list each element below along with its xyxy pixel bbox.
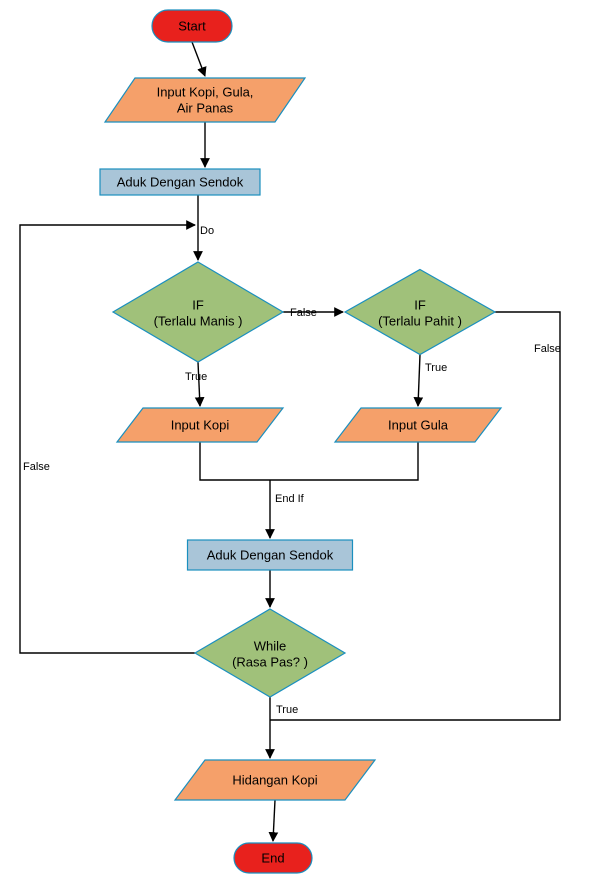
label-false2: False [534,343,561,355]
input1: Input Kopi, Gula,Air Panas [105,78,305,122]
io-kopi-label: Input Kopi [171,417,230,432]
dec2: IF(Terlalu Pahit ) [345,270,495,355]
end: End [234,843,312,873]
start-label: Start [178,18,206,33]
edge-iokopi-merge [200,442,270,480]
label-true3: True [276,704,298,716]
proc1: Aduk Dengan Sendok [100,169,260,195]
label-true1: True [185,371,207,383]
dec3-line1: While [254,638,287,653]
start: Start [152,10,232,42]
dec1-line1: IF [192,297,204,312]
proc2: Aduk Dengan Sendok [188,540,353,570]
dec2-line1: IF [414,297,426,312]
label-endif: End If [275,493,305,505]
label-false1: False [290,307,317,319]
proc1-label: Aduk Dengan Sendok [117,174,244,189]
label-do: Do [200,225,214,237]
dec1: IF(Terlalu Manis ) [113,262,283,362]
io-out-label: Hidangan Kopi [232,772,317,787]
end-label: End [261,850,284,865]
io-gula: Input Gula [335,408,501,442]
dec3-line2: (Rasa Pas? ) [232,654,308,669]
proc2-label: Aduk Dengan Sendok [207,547,334,562]
dec2-line2: (Terlalu Pahit ) [378,313,462,328]
edge-dec1-iokopi [198,362,200,406]
label-false3: False [23,461,50,473]
io-out: Hidangan Kopi [175,760,375,800]
io-gula-label: Input Gula [388,417,449,432]
label-true2: True [425,362,447,374]
edge-dec2-iogula [418,355,420,407]
edge-ioout-end [273,800,275,841]
edge-start-input1 [192,42,205,76]
input1-line1: Input Kopi, Gula, [157,84,254,99]
input1-line2: Air Panas [177,100,234,115]
dec3: While(Rasa Pas? ) [195,609,345,697]
edge-iogula-merge [270,442,418,480]
dec1-line2: (Terlalu Manis ) [154,313,243,328]
io-kopi: Input Kopi [117,408,283,442]
